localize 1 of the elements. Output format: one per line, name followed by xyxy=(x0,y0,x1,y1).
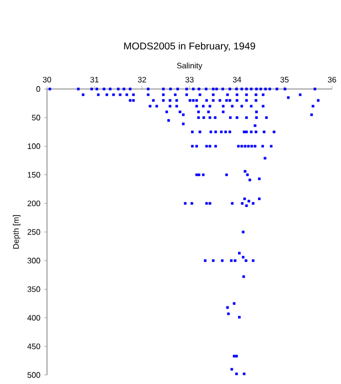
chart-title: MODS2005 in February, 1949 xyxy=(124,42,256,52)
